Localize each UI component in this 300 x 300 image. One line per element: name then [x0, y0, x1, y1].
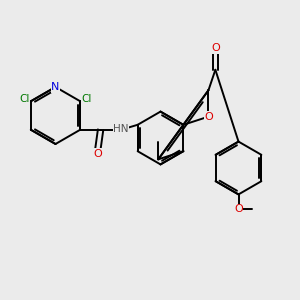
Text: Cl: Cl: [19, 94, 29, 104]
Text: O: O: [211, 44, 220, 53]
Text: O: O: [93, 149, 102, 159]
Text: O: O: [204, 112, 213, 122]
Text: HN: HN: [113, 124, 129, 134]
Text: Cl: Cl: [82, 94, 92, 104]
Text: O: O: [234, 204, 243, 214]
Text: N: N: [51, 82, 60, 92]
